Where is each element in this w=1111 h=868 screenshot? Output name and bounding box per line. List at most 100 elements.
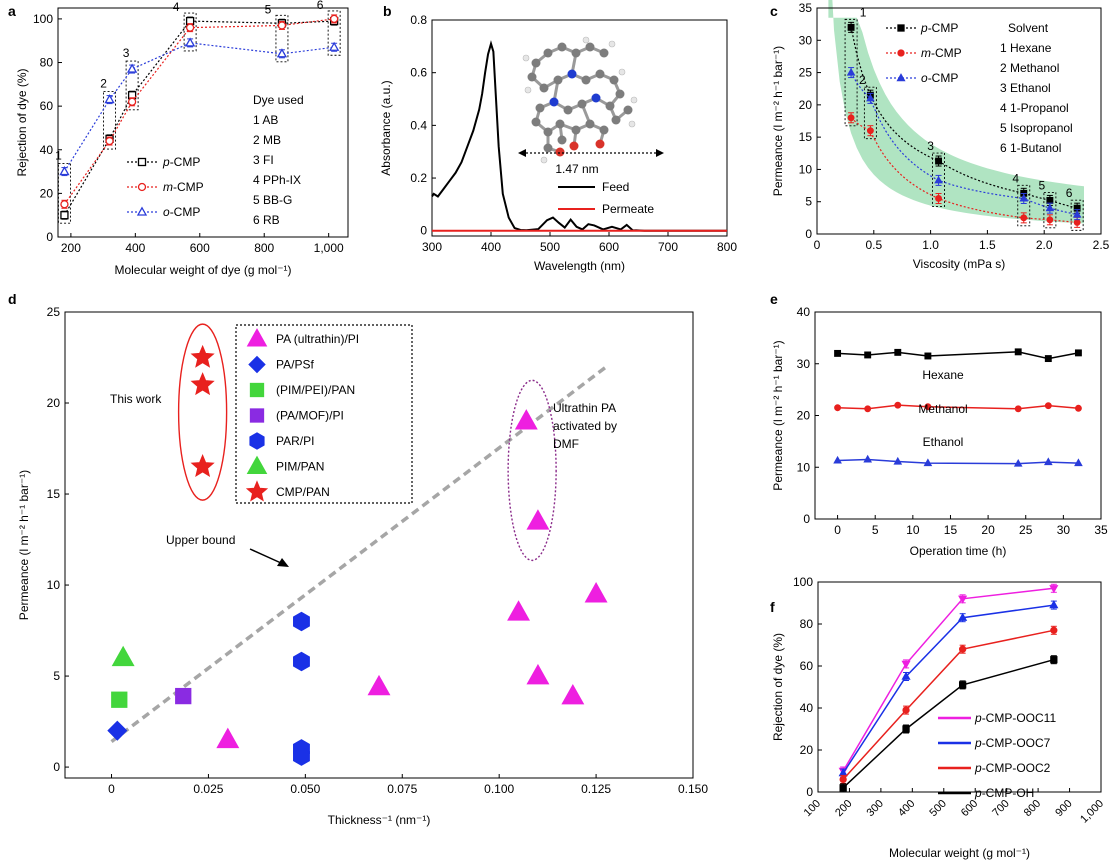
molecule-atom — [531, 117, 541, 127]
legend-label: o-CMP — [163, 205, 200, 219]
plot-frame — [431, 19, 728, 237]
ultrathin-label: DMF — [553, 437, 579, 451]
confidence-band — [828, 0, 1084, 224]
data-point — [833, 455, 842, 464]
molecule-atom — [577, 99, 587, 109]
plot-frame — [816, 7, 1102, 235]
group-box-label: 5 — [1039, 178, 1046, 192]
group-box-label: 1 — [55, 149, 62, 163]
group-box-label: 1 — [860, 5, 867, 19]
legend-marker — [249, 408, 265, 423]
molecule-hydrogen — [618, 68, 626, 76]
molecule-atom — [535, 103, 545, 113]
legend-marker — [897, 49, 905, 57]
data-point — [216, 727, 240, 749]
molecule-atom — [563, 105, 573, 115]
series-fit-m — [850, 117, 1079, 224]
legend-label: p-CMP — [162, 155, 200, 169]
dye-list-item: 4 PPh-IX — [253, 173, 301, 187]
data-point — [864, 351, 872, 359]
data-point-m — [1046, 216, 1054, 224]
data-point — [1043, 457, 1053, 466]
series-line-o — [63, 42, 335, 172]
y-tick-label: 0.2 — [410, 171, 427, 185]
legend-label-suffix: -CMP — [170, 205, 201, 219]
group-box — [844, 18, 858, 127]
data-point — [561, 683, 585, 705]
data-point-m — [935, 195, 943, 202]
legend-label-suffix: -CMP-OOC7 — [982, 736, 1051, 750]
legend-label-suffix: -CMP-OH — [982, 786, 1035, 800]
x-tick-label: 0 — [834, 523, 841, 537]
x-axis-label: Molecular weight (g mol⁻¹) — [889, 846, 1030, 860]
data-point-m — [847, 114, 855, 122]
y-tick-label: 0.6 — [410, 66, 427, 80]
x-tick-label: 800 — [254, 241, 274, 255]
group-box-label: 4 — [173, 0, 180, 14]
upper-bound-arrow — [249, 548, 282, 564]
dye-list-item: 2 MB — [253, 133, 281, 147]
legend-label-suffix: -CMP — [928, 21, 959, 35]
plot-frame — [57, 7, 349, 238]
series-line-cmp-ooc2 — [842, 629, 1054, 780]
data-point-m — [866, 127, 874, 135]
data-point-o — [329, 41, 340, 51]
molecule-atom — [595, 69, 605, 79]
data-point-o — [1072, 209, 1082, 218]
x-tick-label: 0.125 — [581, 782, 611, 796]
x-tick-label: 5 — [872, 523, 879, 537]
data-point-o — [126, 63, 138, 73]
data-point-o — [846, 67, 856, 76]
group-box-label: 2 — [100, 77, 107, 91]
data-point-o — [1045, 203, 1055, 212]
data-point-m — [1020, 214, 1028, 222]
y-tick-label: 20 — [47, 396, 61, 410]
legend-label-suffix: -CMP — [173, 180, 204, 194]
y-tick-label: 0 — [53, 760, 60, 774]
data-point — [584, 582, 608, 603]
series-label: Ethanol — [923, 435, 964, 449]
legend-marker — [136, 206, 148, 216]
legend-label: (PA/MOF)/PI — [276, 409, 344, 423]
data-point-o — [59, 166, 70, 176]
legend-label-prefix: m — [163, 180, 173, 194]
data-point — [190, 454, 215, 477]
molecule-atom — [623, 105, 633, 115]
legend-label: PIM/PAN — [276, 460, 324, 474]
data-point — [1049, 585, 1059, 594]
legend-label: Feed — [602, 180, 629, 194]
y-axis-label: Rejection of dye (%) — [771, 633, 785, 741]
dimension-label: 1.47 nm — [555, 162, 598, 176]
molecule-atom — [581, 75, 591, 85]
panel-d: d 0 0.025 0.050 0.075 0.100 0.125 0.150 0 5 10 15 20… — [8, 291, 708, 827]
legend-label: p-CMP-OOC2 — [974, 761, 1051, 775]
data-point — [293, 611, 310, 632]
data-point — [924, 403, 932, 411]
group-box-label: 2 — [859, 73, 866, 87]
series-line-hexane — [837, 351, 1079, 360]
molecule-atom — [543, 127, 553, 137]
data-point — [901, 671, 911, 680]
data-point-m — [105, 136, 114, 146]
x-tick-label: 0.150 — [678, 782, 708, 796]
data-point — [1050, 656, 1058, 664]
data-point — [1049, 600, 1059, 609]
x-tick-label: 200 — [61, 241, 81, 255]
panel-label-e: e — [770, 291, 778, 307]
legend-label: Permeate — [602, 202, 654, 216]
x-tick-label: 300 — [422, 240, 442, 254]
data-point-o — [104, 94, 115, 104]
y-axis-label: Permeance (l m⁻² h⁻¹ bar⁻¹) — [771, 340, 785, 490]
y-tick-label: 0.8 — [410, 13, 427, 27]
data-point — [514, 409, 538, 430]
x-tick-label: 400 — [481, 240, 501, 254]
legend-marker — [249, 382, 265, 398]
molecule-atom — [555, 119, 565, 129]
molecule-atom — [539, 83, 549, 93]
y-tick-label: 0 — [806, 785, 813, 799]
x-axis-label: Molecular weight of dye (g mol⁻¹) — [114, 263, 291, 277]
y-tick-label: 0 — [46, 230, 53, 244]
series-line-cmp-ooc7 — [842, 604, 1054, 774]
data-point — [1013, 458, 1023, 467]
